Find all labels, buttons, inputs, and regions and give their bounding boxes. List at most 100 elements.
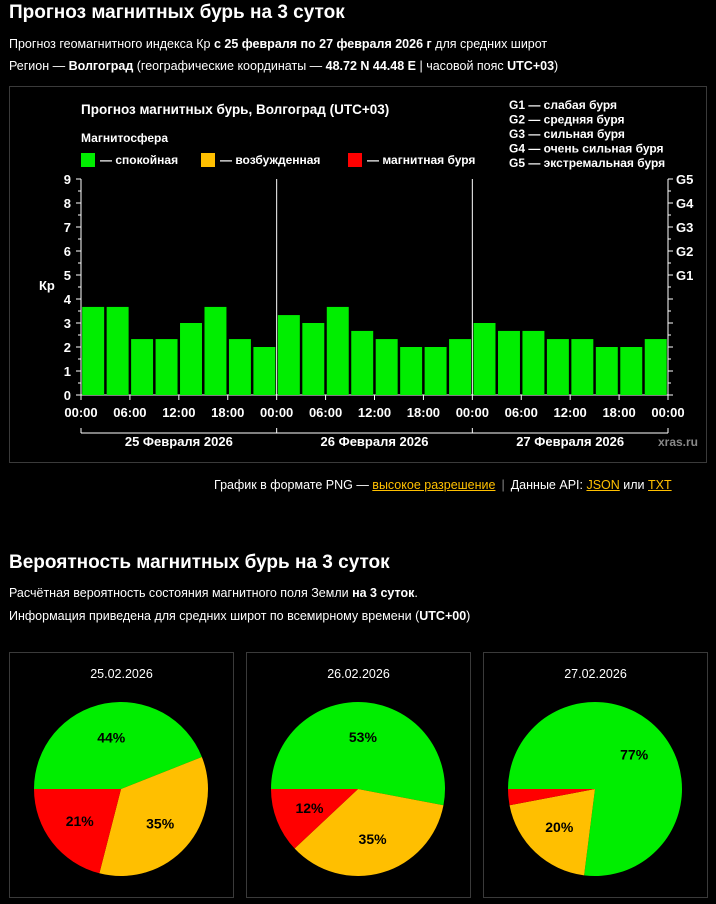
png-label: График в формате PNG — [214,478,373,492]
prob-text-end: . [414,586,418,600]
pie-label: 21% [66,813,95,829]
storm-scale-item: G2 — средняя буря [509,113,625,127]
pie-label: 20% [545,819,574,835]
pie-card-day2: 26.02.2026 53% 35% 12% [246,652,471,898]
y-axis-label: Кр [39,278,55,293]
y-tick-label: 5 [64,268,71,283]
pie-label: 44% [97,730,126,746]
x-tick-label: 12:00 [162,405,195,420]
prob-text: Расчётная вероятность состояния магнитно… [9,586,353,600]
kp-bar [351,330,374,395]
hires-link[interactable]: высокое разрешение [372,478,496,492]
download-links: График в формате PNG — высокое разрешени… [214,478,672,492]
y-tick-label: 9 [64,172,71,187]
y-tick-label: 8 [64,196,71,211]
pie-slice-storm [508,789,595,806]
kp-bar [620,347,643,395]
x-tick-label: 00:00 [651,405,684,420]
kp-bar [595,347,618,395]
g-scale-label: G2 [676,244,693,259]
x-tick-label: 18:00 [211,405,244,420]
pie-chart-day2: 53% 35% 12% [271,701,445,876]
forecast-subtitle: Прогноз геомагнитного индекса Кр с 25 фе… [9,37,547,51]
x-tick-label: 06:00 [113,405,146,420]
subtitle-text: Прогноз геомагнитного индекса Кр [9,37,214,51]
region-name: Волгоград [68,59,134,73]
pie-slice-excited [99,756,208,876]
txt-link[interactable]: TXT [648,478,672,492]
note-text: Информация приведена для средних широт п… [9,609,420,623]
legend-excited-swatch [201,153,215,167]
pie-date: 27.02.2026 [564,667,627,681]
legend-storm-swatch [348,153,362,167]
kp-bar [82,306,105,395]
g-scale-label: G4 [676,196,694,211]
kp-bar [400,347,423,395]
kp-bar [180,323,202,395]
storm-scale-item: G4 — очень сильная буря [509,142,664,156]
pie-label: 35% [359,831,388,847]
kp-bar [522,330,545,395]
kp-bar [277,315,300,395]
pie-label: 35% [146,816,175,832]
day-label: 27 Февраля 2026 [516,434,624,449]
kp-bar [253,347,276,395]
y-tick-label: 7 [64,220,71,235]
json-link[interactable]: JSON [586,478,620,492]
pie-label: 12% [295,800,324,816]
storm-scale-item: G1 — слабая буря [509,98,617,112]
x-tick-label: 06:00 [309,405,342,420]
probability-subtitle: Расчётная вероятность состояния магнитно… [9,586,418,600]
y-tick-label: 6 [64,244,71,259]
chart-title: Прогноз магнитных бурь, Волгоград (UTC+0… [81,102,389,117]
kp-bar [302,323,325,395]
x-tick-label: 12:00 [358,405,391,420]
g-scale-label: G1 [676,268,693,283]
region-coords: 48.72 N 44.48 E [325,59,416,73]
section-title: Вероятность магнитных бурь на 3 суток [9,552,390,573]
y-tick-label: 4 [64,292,72,307]
day-label: 25 Февраля 2026 [125,434,233,449]
kp-bar [131,339,154,395]
legend-excited-label: — возбужденная [220,153,320,167]
kp-bar [326,306,349,395]
region-prefix: Регион — [9,59,69,73]
subtitle-text-end: для средних широт [431,37,548,51]
kp-bar [473,323,496,395]
links-divider: | [501,478,505,492]
page-title: Прогноз магнитных бурь на 3 суток [9,2,345,23]
storm-scale-item: G5 — экстремальная буря [509,156,665,170]
kp-bar [546,339,569,395]
x-tick-label: 12:00 [554,405,587,420]
legend-calm-label: — спокойная [100,153,178,167]
region-tz: UTC+03 [507,59,555,73]
kp-bar [204,306,227,395]
g-scale-label: G3 [676,220,693,235]
x-tick-label: 18:00 [602,405,635,420]
region-line: Регион — Волгоград (географические коорд… [9,59,558,73]
note-close: ) [466,609,471,623]
x-tick-label: 00:00 [64,405,97,420]
kp-bar [644,339,667,395]
pie-slice-storm [271,789,358,849]
pie-slice-calm [271,701,445,806]
legend-calm-swatch [81,153,95,167]
kp-bar [497,330,520,395]
pie-chart-day1: 44% 35% 21% [34,702,208,876]
kp-bar [155,339,178,395]
api-label: Данные API: [510,478,587,492]
kp-bar [106,306,129,395]
y-tick-label: 1 [64,364,71,379]
y-tick-label: 3 [64,316,71,331]
day-label: 26 Февраля 2026 [321,434,429,449]
or-text: или [619,478,649,492]
prob-period: на 3 суток [352,586,415,600]
pie-card-day3: 27.02.2026 77% 20% [483,652,708,898]
pie-slice-calm [34,702,202,789]
subtitle-dates: с 25 февраля по 27 февраля 2026 г [213,37,432,51]
kp-bar [571,339,594,395]
legend-storm-label: — магнитная буря [367,153,475,167]
x-tick-label: 00:00 [260,405,293,420]
pie-date: 25.02.2026 [90,667,153,681]
g-scale-label: G5 [676,172,693,187]
